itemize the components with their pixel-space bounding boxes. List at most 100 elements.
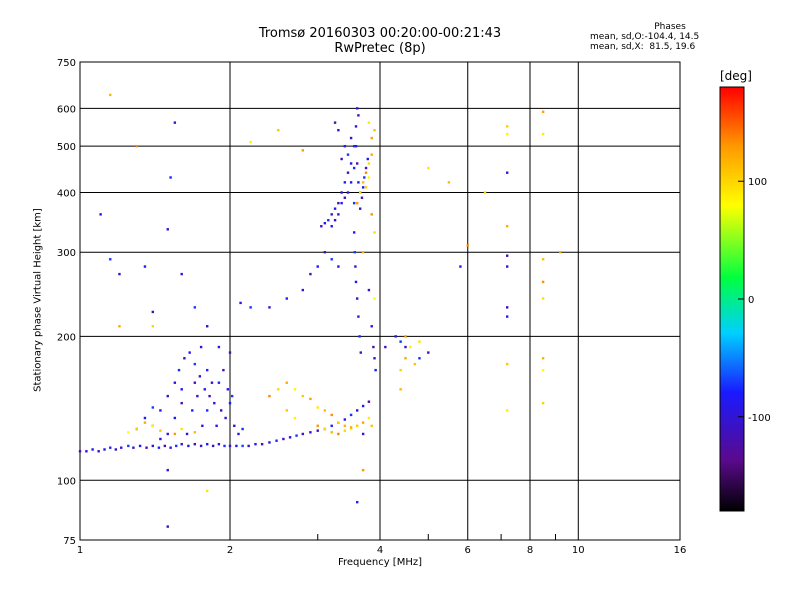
data-point (223, 444, 226, 448)
data-point (196, 394, 199, 398)
phase-stats-x-mode: mean, sd,X: 81.5, 19.6 (590, 42, 696, 52)
data-point (205, 368, 209, 372)
data-point (343, 144, 347, 148)
data-point (211, 444, 215, 448)
data-point (323, 222, 327, 225)
data-point (163, 444, 167, 448)
data-point (330, 225, 333, 228)
data-point (354, 265, 357, 268)
data-point (159, 429, 162, 432)
data-point (330, 424, 333, 428)
data-point (309, 431, 312, 434)
data-point (361, 404, 365, 408)
data-point (109, 446, 112, 449)
data-point (359, 351, 362, 354)
data-point (399, 388, 402, 391)
data-point (193, 431, 197, 434)
phase-stats-title: Phases (654, 22, 686, 32)
data-point (268, 306, 271, 309)
data-point (193, 381, 197, 384)
data-point (180, 272, 183, 276)
x-axis-ticks: 1 2 4 6 8 10 16 (77, 534, 686, 556)
data-point (166, 228, 169, 231)
x-axis-label: Frequency [MHz] (337, 557, 423, 568)
data-point (355, 162, 359, 165)
data-point (118, 325, 121, 328)
data-point (413, 362, 417, 366)
data-point (301, 288, 305, 292)
data-point (505, 225, 509, 228)
data-point (373, 231, 376, 234)
data-point (337, 201, 340, 205)
colorbar-tick-label: -100 (748, 413, 771, 424)
data-point (230, 394, 234, 398)
data-point (210, 381, 214, 384)
data-point (427, 351, 430, 354)
data-point (97, 450, 100, 453)
phase-stats: Phases mean, sd,O:-104.4, 14.5 mean, sd,… (590, 22, 750, 52)
data-point (268, 441, 271, 444)
data-point (228, 351, 232, 354)
data-point (205, 442, 209, 446)
data-point (404, 345, 407, 349)
data-point (99, 213, 102, 216)
data-point (363, 176, 366, 179)
data-point (361, 432, 365, 436)
plot-grid (80, 62, 680, 540)
data-point (541, 132, 545, 136)
data-point (193, 442, 197, 446)
data-point (166, 394, 169, 398)
data-point (159, 437, 162, 441)
data-point (127, 431, 130, 434)
data-point (208, 394, 211, 398)
data-point (330, 413, 333, 417)
y-tick-label: 300 (57, 248, 76, 259)
data-point (301, 149, 305, 152)
data-point (349, 136, 353, 140)
data-point (222, 368, 225, 372)
data-point (354, 280, 358, 284)
data-point (217, 442, 221, 446)
data-point (355, 201, 359, 205)
data-point (288, 436, 292, 439)
data-point (91, 448, 94, 451)
data-point (355, 107, 359, 110)
y-axis-ticks: 75 100 200 300 400 500 600 750 (57, 58, 76, 547)
data-point (224, 416, 227, 420)
data-point (175, 444, 178, 448)
x-tick-label: 10 (572, 545, 585, 556)
data-point (366, 157, 369, 161)
data-point (349, 181, 353, 184)
data-point (183, 357, 186, 360)
data-point (354, 125, 358, 128)
data-point (180, 401, 183, 405)
data-point (191, 409, 194, 412)
data-point (333, 219, 337, 222)
data-point (505, 306, 509, 309)
data-point (373, 297, 376, 300)
data-point (330, 258, 333, 261)
data-point (285, 381, 288, 384)
data-point (241, 444, 244, 448)
data-point (361, 468, 365, 472)
data-point (541, 357, 545, 360)
data-point (372, 345, 375, 349)
data-point (166, 468, 169, 472)
y-tick-label: 750 (57, 58, 76, 69)
data-point (145, 446, 148, 449)
data-point (316, 406, 319, 409)
chart-title: Tromsø 20160303 00:20:00-00:21:43 RwPret… (200, 26, 560, 56)
data-point (399, 340, 402, 343)
data-point (127, 444, 130, 448)
data-point (352, 231, 356, 234)
data-point (352, 201, 356, 205)
data-point (360, 196, 364, 199)
data-point (316, 429, 319, 432)
data-point (357, 181, 360, 184)
data-point (541, 280, 545, 284)
data-point (349, 413, 353, 417)
data-point (337, 265, 340, 268)
data-point (541, 297, 545, 300)
data-point (370, 325, 373, 328)
data-point (177, 368, 181, 372)
